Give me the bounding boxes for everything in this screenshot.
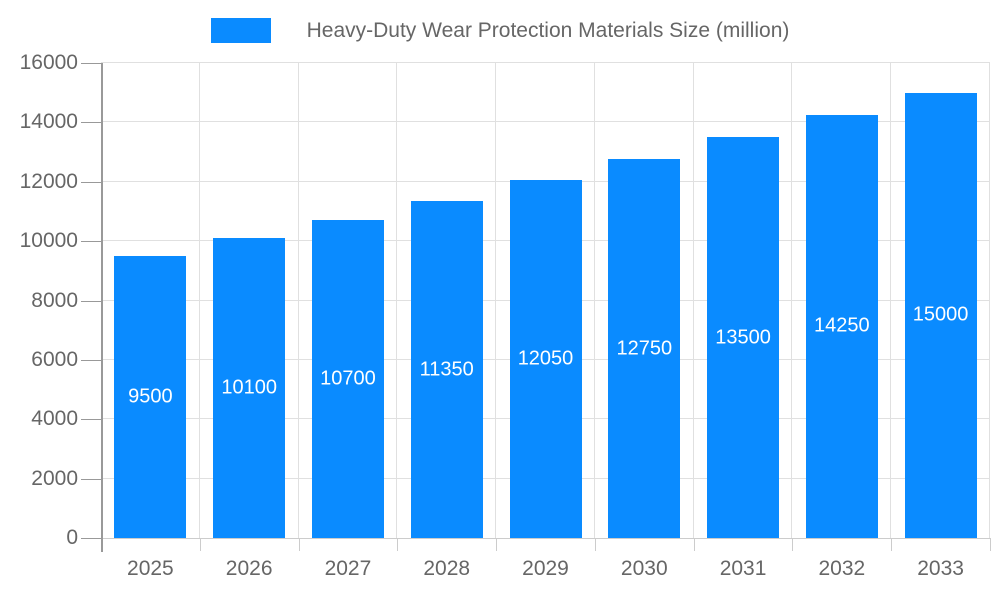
y-axis-tick-label: 10000 bbox=[19, 229, 78, 253]
x-axis-tick bbox=[990, 538, 991, 551]
v-gridline bbox=[198, 63, 200, 538]
y-axis-line bbox=[101, 63, 103, 552]
x-axis-tick bbox=[693, 538, 695, 551]
bar-value-label: 12750 bbox=[616, 337, 673, 360]
y-axis-tick-label: 6000 bbox=[31, 347, 78, 371]
v-gridline bbox=[297, 63, 299, 538]
bar-2029: 12050 bbox=[509, 180, 582, 538]
bar-2026: 10100 bbox=[213, 238, 286, 538]
y-axis-tick-label: 2000 bbox=[31, 466, 78, 490]
x-axis-tick bbox=[792, 538, 794, 551]
bar-2031: 13500 bbox=[707, 137, 780, 538]
v-gridline bbox=[989, 63, 990, 538]
legend-label: Heavy-Duty Wear Protection Materials Siz… bbox=[306, 18, 790, 42]
y-axis-tick bbox=[81, 63, 101, 64]
v-gridline bbox=[791, 63, 793, 538]
v-gridline bbox=[890, 63, 892, 538]
bar-value-label: 13500 bbox=[715, 326, 771, 349]
y-axis-tick bbox=[81, 478, 101, 480]
bar-2027: 10700 bbox=[311, 220, 384, 538]
bar-value-label: 12050 bbox=[517, 347, 574, 370]
legend-swatch-icon bbox=[210, 18, 271, 43]
bar-2032: 14250 bbox=[805, 114, 878, 538]
bar-value-label: 11350 bbox=[419, 358, 474, 381]
y-axis-tick bbox=[81, 122, 101, 124]
h-gridline bbox=[101, 62, 990, 63]
bar-value-label: 10700 bbox=[320, 367, 376, 390]
bar-2033: 15000 bbox=[904, 92, 977, 538]
x-axis-tick bbox=[594, 538, 596, 551]
x-axis-tick bbox=[298, 538, 300, 551]
y-axis-tick-label: 4000 bbox=[31, 407, 78, 431]
x-axis-tick-label: 2032 bbox=[818, 557, 866, 580]
bar-2030: 12750 bbox=[608, 159, 681, 538]
y-axis-tick bbox=[81, 419, 101, 421]
y-axis-tick bbox=[81, 538, 101, 539]
x-axis-tick-label: 2028 bbox=[423, 557, 471, 580]
y-axis-tick-label: 8000 bbox=[31, 288, 78, 312]
legend[interactable]: Heavy-Duty Wear Protection Materials Siz… bbox=[0, 18, 1000, 43]
bar-2028: 11350 bbox=[410, 201, 483, 538]
x-axis-tick bbox=[199, 538, 201, 551]
bar-value-label: 9500 bbox=[128, 385, 173, 408]
plot-area: 9500 10100 10700 11350 12050 12750 13500 14250 1… bbox=[101, 62, 990, 539]
x-axis-tick bbox=[891, 538, 893, 551]
x-axis-tick-label: 2025 bbox=[127, 557, 174, 580]
bar-value-label: 14250 bbox=[814, 314, 870, 337]
y-axis-tick bbox=[81, 181, 101, 183]
y-axis-tick-label: 14000 bbox=[19, 110, 78, 134]
y-axis-tick bbox=[81, 300, 101, 302]
bar-2025: 9500 bbox=[114, 255, 187, 538]
x-axis-tick-label: 2029 bbox=[522, 557, 569, 580]
x-axis-tick bbox=[496, 538, 498, 551]
x-axis-tick-label: 2026 bbox=[225, 557, 273, 580]
h-gridline bbox=[101, 538, 990, 539]
x-axis-tick-label: 2030 bbox=[620, 557, 668, 580]
v-gridline bbox=[692, 63, 694, 538]
v-gridline bbox=[495, 63, 497, 538]
bar-value-label: 10100 bbox=[221, 376, 277, 399]
y-axis-tick-label: 0 bbox=[66, 526, 78, 549]
v-gridline bbox=[593, 63, 595, 538]
y-axis-tick bbox=[81, 359, 101, 361]
y-axis-tick bbox=[81, 241, 101, 243]
y-axis-tick-label: 16000 bbox=[19, 51, 78, 74]
bar-value-label: 15000 bbox=[912, 303, 969, 326]
x-axis-tick bbox=[397, 538, 399, 551]
x-axis-tick-label: 2027 bbox=[324, 557, 372, 580]
x-axis-tick-label: 2031 bbox=[719, 557, 767, 580]
v-gridline bbox=[396, 63, 398, 538]
y-axis-tick-label: 12000 bbox=[19, 169, 78, 193]
h-gridline bbox=[101, 121, 990, 123]
x-axis-tick-label: 2033 bbox=[917, 557, 964, 580]
